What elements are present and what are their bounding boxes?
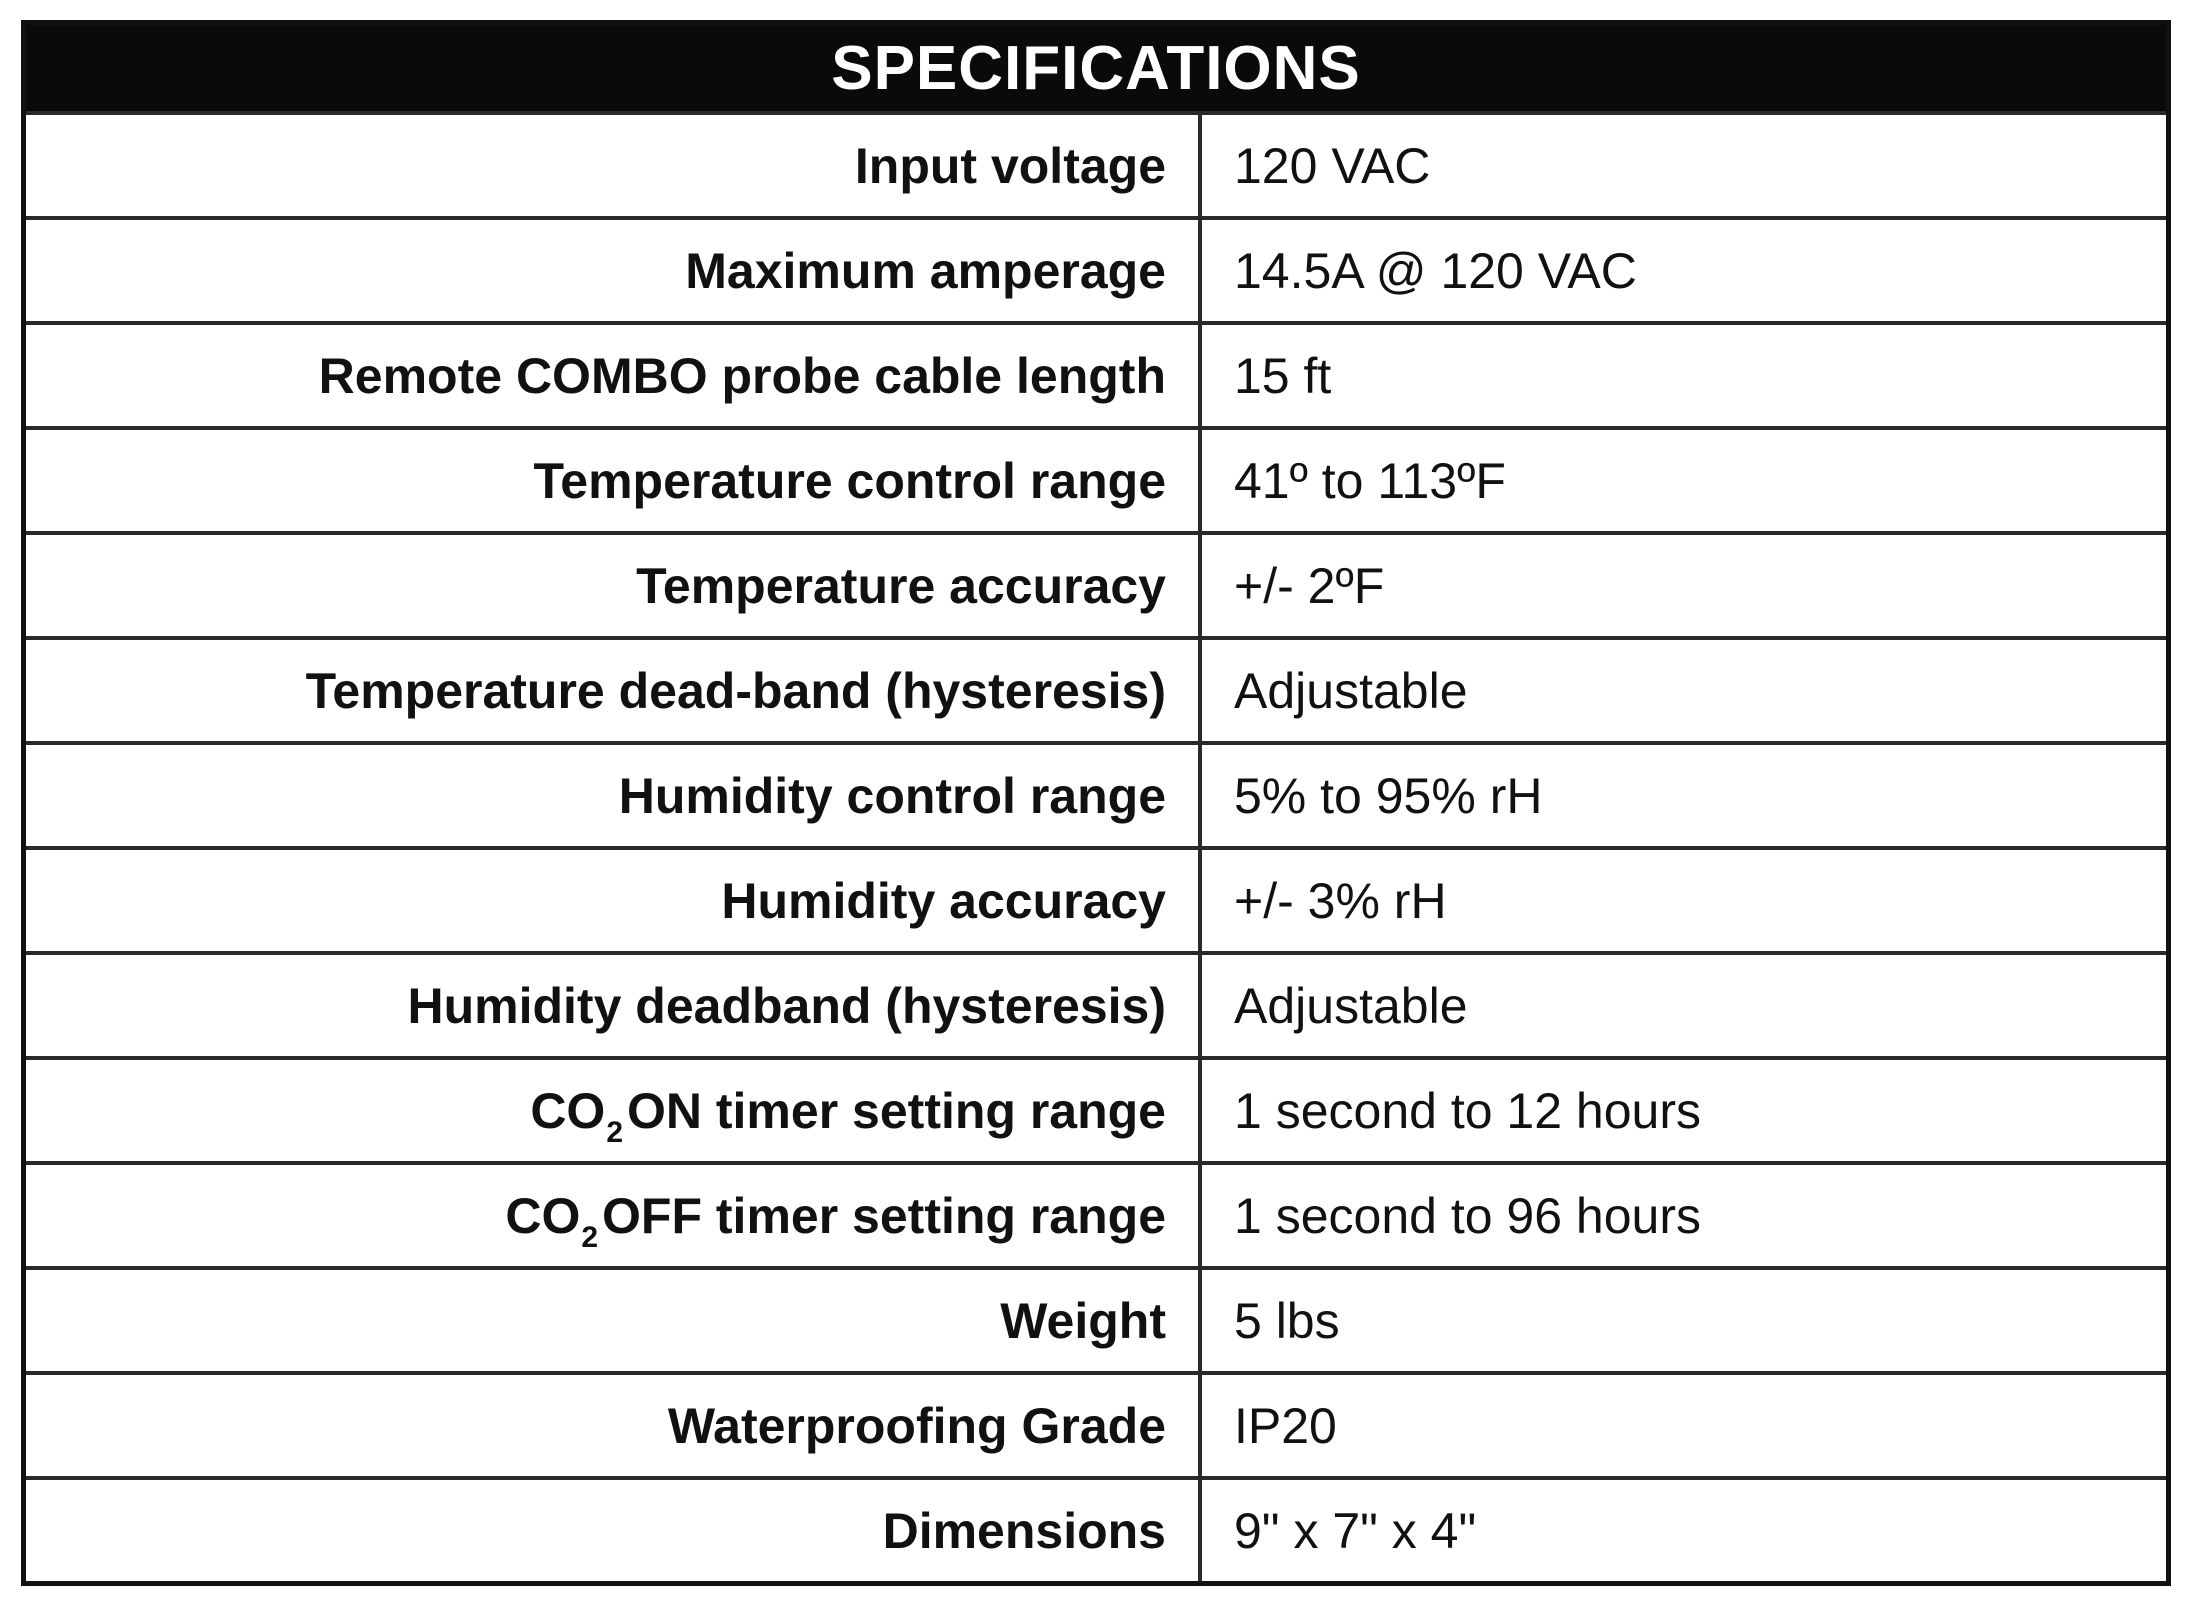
row-value: IP20 — [1234, 1397, 1337, 1454]
row-label: Input voltage — [26, 115, 1202, 216]
table-row: Temperature dead-band (hysteresis) Adjus… — [26, 636, 2166, 741]
specifications-table: SPECIFICATIONS Input voltage 120 VAC Max… — [21, 20, 2171, 1586]
table-row: Dimensions 9" x 7" x 4" — [26, 1476, 2166, 1581]
row-label: Temperature dead-band (hysteresis) — [26, 640, 1202, 741]
table-row: Humidity deadband (hysteresis) Adjustabl… — [26, 951, 2166, 1056]
row-label: Humidity control range — [26, 745, 1202, 846]
row-value: +/- 2ºF — [1234, 557, 1385, 614]
row-label: Humidity deadband (hysteresis) — [26, 955, 1202, 1056]
table-row: Remote COMBO probe cable length 15 ft — [26, 321, 2166, 426]
subscript-2: 2 — [581, 1220, 599, 1254]
co-text: CO — [530, 1082, 606, 1139]
row-label: Temperature control range — [26, 430, 1202, 531]
subscript-2: 2 — [606, 1115, 623, 1149]
row-value: 9" x 7" x 4" — [1234, 1502, 1477, 1559]
table-title: SPECIFICATIONS — [26, 25, 2166, 111]
row-value: 120 VAC — [1234, 137, 1431, 194]
table-row: Temperature control range 41º to 113ºF — [26, 426, 2166, 531]
table-row: CO 2 ON timer setting range 1 second to 1… — [26, 1056, 2166, 1161]
row-value: 1 second to 12 hours — [1234, 1082, 1701, 1139]
co2-label: CO 2 — [505, 1187, 602, 1254]
table-row: Humidity control range 5% to 95% rH — [26, 741, 2166, 846]
row-label: Humidity accuracy — [26, 850, 1202, 951]
row-value: 41º to 113ºF — [1234, 452, 1506, 509]
row-value: +/- 3% rH — [1234, 872, 1447, 929]
row-value: 15 ft — [1234, 347, 1332, 404]
row-label: Remote COMBO probe cable length — [26, 325, 1202, 426]
row-label: Waterproofing Grade — [26, 1375, 1202, 1476]
table-row: Humidity accuracy +/- 3% rH — [26, 846, 2166, 951]
co2-label: CO 2 — [530, 1082, 627, 1149]
table-row: Input voltage 120 VAC — [26, 111, 2166, 216]
row-value: 1 second to 96 hours — [1234, 1187, 1701, 1244]
row-value: 14.5A @ 120 VAC — [1234, 242, 1637, 299]
table-row: Waterproofing Grade IP20 — [26, 1371, 2166, 1476]
label-suffix: ON timer setting range — [627, 1082, 1166, 1139]
row-value: 5 lbs — [1234, 1292, 1340, 1349]
row-value: Adjustable — [1234, 977, 1468, 1034]
row-label: Temperature accuracy — [26, 535, 1202, 636]
table-row: Weight 5 lbs — [26, 1266, 2166, 1371]
table-row: CO 2 OFF timer setting range 1 second to … — [26, 1161, 2166, 1266]
row-label: Dimensions — [26, 1480, 1202, 1581]
row-value: Adjustable — [1234, 662, 1468, 719]
co-text: CO — [505, 1187, 581, 1244]
label-suffix: OFF timer setting range — [602, 1187, 1166, 1244]
table-row: Maximum amperage 14.5A @ 120 VAC — [26, 216, 2166, 321]
row-label: CO 2 OFF timer setting range — [26, 1165, 1202, 1266]
table-row: Temperature accuracy +/- 2ºF — [26, 531, 2166, 636]
row-label: Maximum amperage — [26, 220, 1202, 321]
row-label: CO 2 ON timer setting range — [26, 1060, 1202, 1161]
row-label: Weight — [26, 1270, 1202, 1371]
row-value: 5% to 95% rH — [1234, 767, 1543, 824]
